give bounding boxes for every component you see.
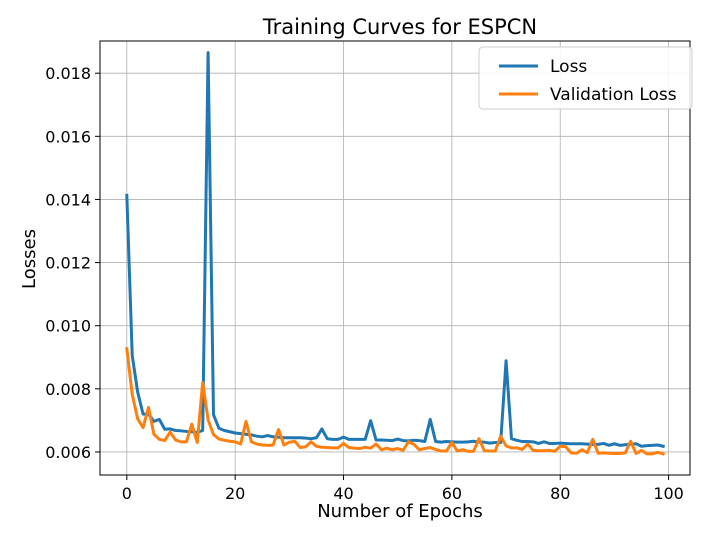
y-axis-label: Losses xyxy=(19,229,40,289)
legend-label: Loss xyxy=(550,57,587,77)
x-tick-label: 40 xyxy=(333,484,353,503)
grid xyxy=(100,41,690,475)
y-tick-label: 0.006 xyxy=(45,443,91,462)
x-tick-label: 100 xyxy=(653,484,684,503)
y-axis-ticks: 0.006 0.008 0.010 0.012 0.014 0.016 0.018 xyxy=(45,64,100,462)
y-tick-label: 0.010 xyxy=(45,317,91,336)
x-tick-label: 80 xyxy=(550,484,570,503)
y-tick-label: 0.016 xyxy=(45,127,91,146)
x-axis-ticks: 0 20 40 60 80 100 xyxy=(122,475,684,503)
x-tick-label: 20 xyxy=(225,484,245,503)
y-tick-label: 0.008 xyxy=(45,380,91,399)
chart-title: Training Curves for ESPCN xyxy=(262,15,537,39)
x-axis-label: Number of Epochs xyxy=(317,501,483,522)
series-lines xyxy=(125,51,666,456)
legend-label: Validation Loss xyxy=(550,85,677,105)
plot-frame xyxy=(99,40,691,476)
y-tick-label: 0.012 xyxy=(45,254,91,273)
x-tick-label: 60 xyxy=(442,484,462,503)
series-line-validation-loss xyxy=(125,347,666,456)
y-tick-label: 0.014 xyxy=(45,190,91,209)
legend: Loss Validation Loss xyxy=(478,46,693,110)
series-line-loss xyxy=(125,51,665,449)
x-tick-label: 0 xyxy=(122,484,132,503)
y-tick-label: 0.018 xyxy=(45,64,91,83)
